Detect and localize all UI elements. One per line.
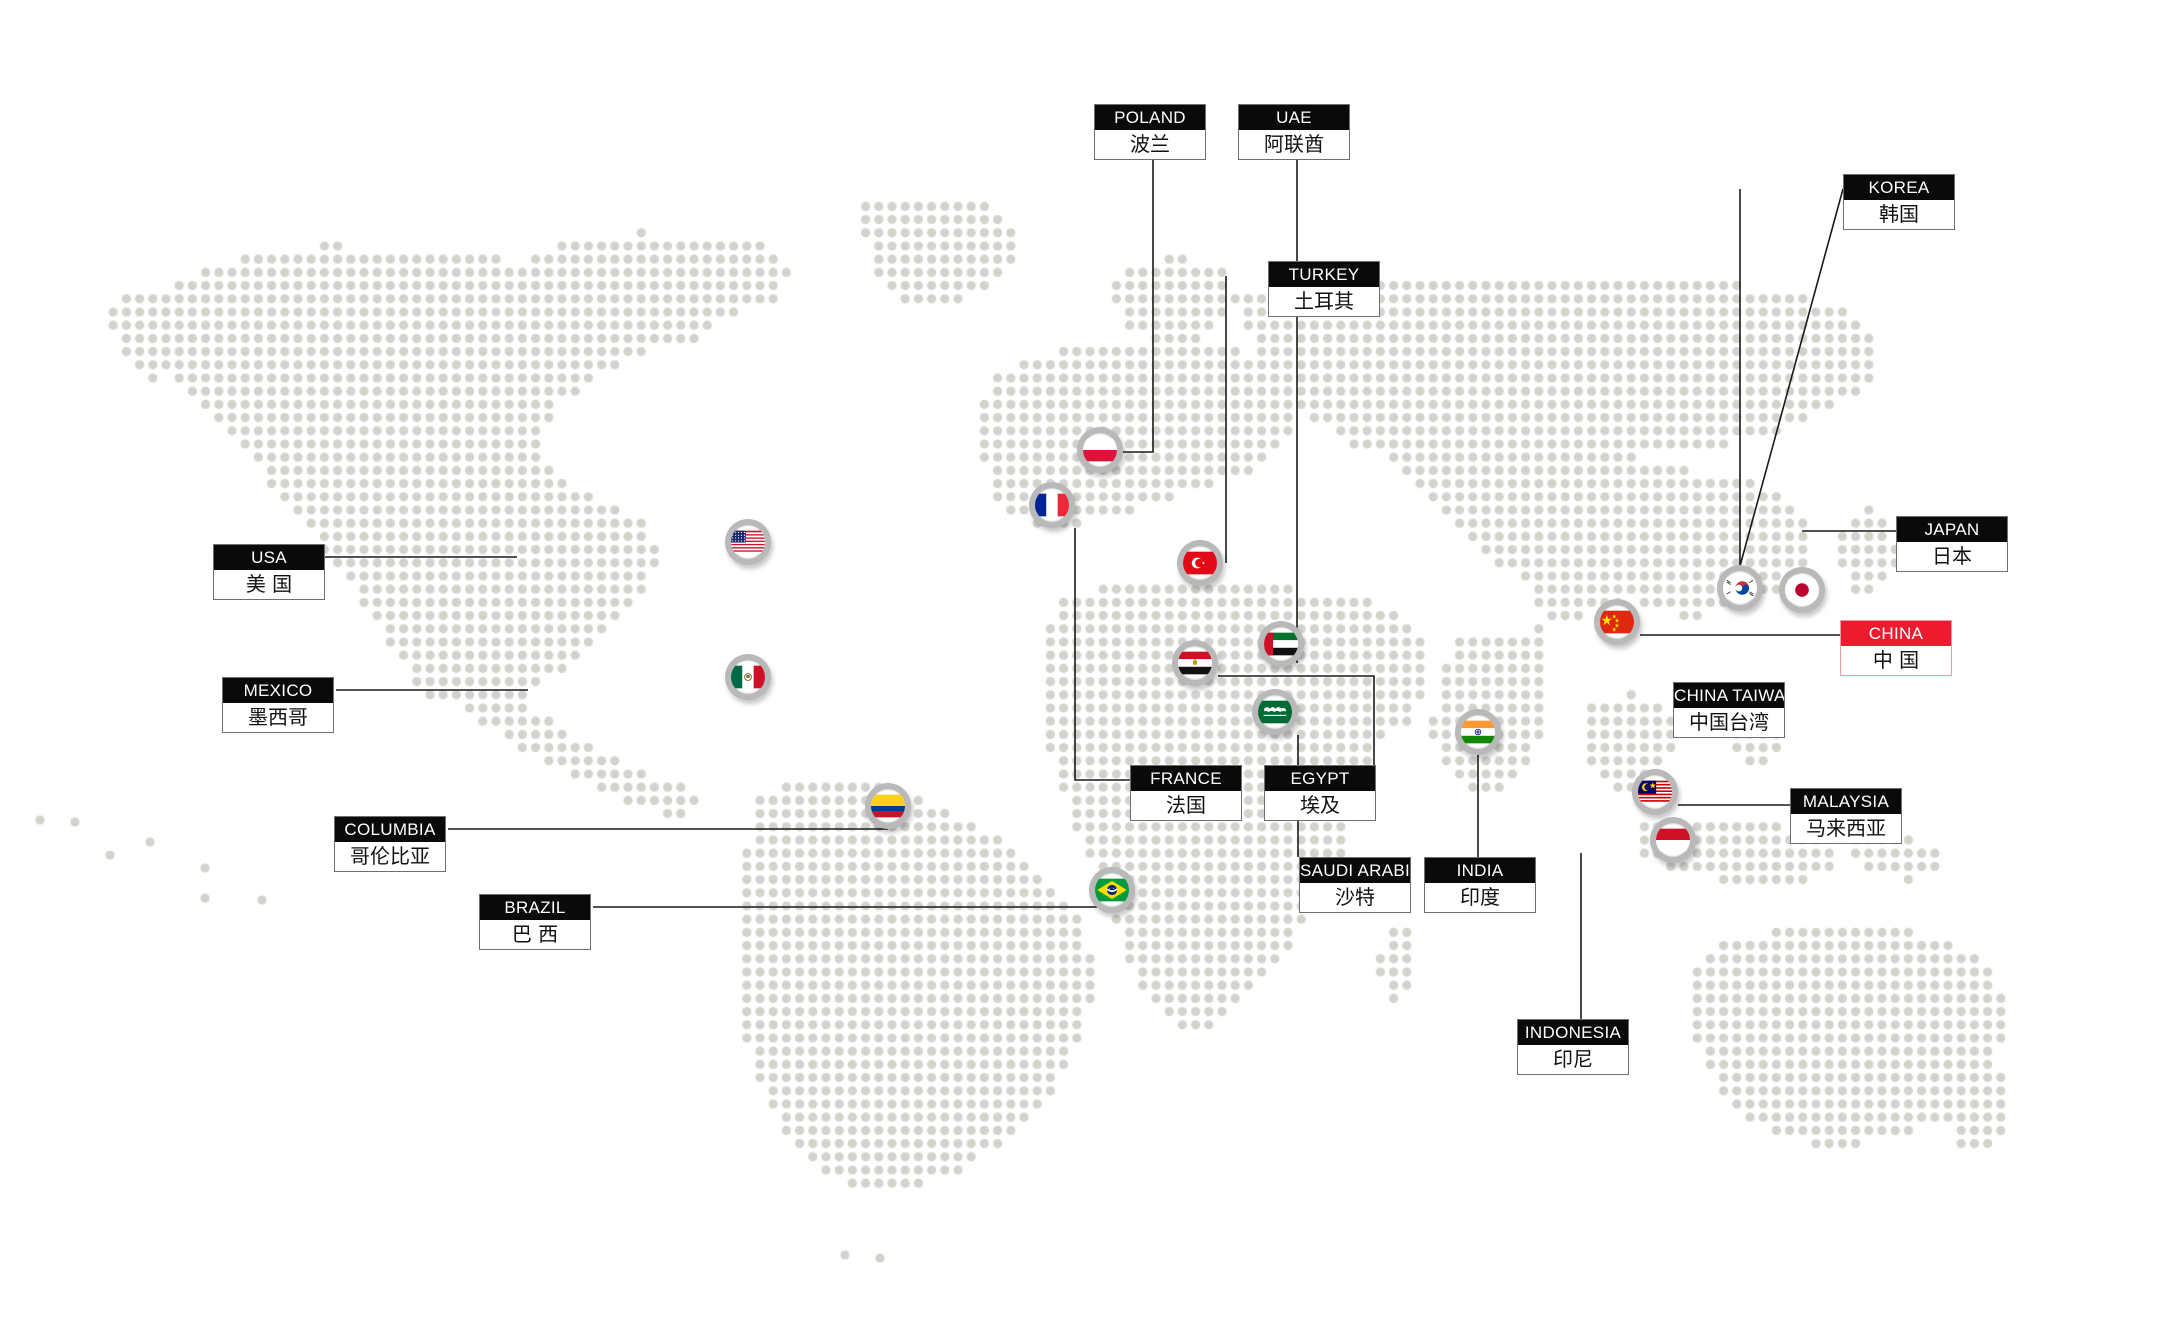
country-label-china[interactable]: CHINA 中 国 xyxy=(1840,620,1952,676)
country-label-mexico[interactable]: MEXICO 墨西哥 xyxy=(222,677,334,733)
country-name-zh-uae: 阿联酋 xyxy=(1239,130,1349,159)
country-name-zh-malaysia: 马来西亚 xyxy=(1791,814,1901,843)
map-pin-egypt[interactable] xyxy=(1172,640,1218,686)
flag-china-icon xyxy=(1600,605,1634,639)
country-label-china-taiwan[interactable]: CHINA TAIWAN中国台湾 xyxy=(1673,682,1785,738)
country-name-en-egypt: EGYPT xyxy=(1265,766,1375,791)
country-label-uae[interactable]: UAE 阿联酋 xyxy=(1238,104,1350,160)
flag-indonesia-icon xyxy=(1656,823,1690,857)
country-name-en-korea: KOREA xyxy=(1844,175,1954,200)
country-name-zh-poland: 波兰 xyxy=(1095,130,1205,159)
country-name-en-usa: USA xyxy=(214,545,324,570)
country-name-zh-korea: 韩国 xyxy=(1844,200,1954,229)
country-name-zh-mexico: 墨西哥 xyxy=(223,703,333,732)
country-name-en-malaysia: MALAYSIA xyxy=(1791,789,1901,814)
country-name-zh-japan: 日本 xyxy=(1897,542,2007,571)
country-label-france[interactable]: FRANCE 法国 xyxy=(1130,765,1242,821)
country-label-columbia[interactable]: COLUMBIA 哥伦比亚 xyxy=(334,816,446,872)
flag-korea-icon xyxy=(1723,571,1757,605)
map-pin-japan[interactable] xyxy=(1779,567,1825,613)
country-name-zh-china: 中 国 xyxy=(1841,646,1951,675)
map-pin-saudi-arabia[interactable] xyxy=(1252,689,1298,735)
map-pin-malaysia[interactable] xyxy=(1632,769,1678,815)
country-label-india[interactable]: INDIA 印度 xyxy=(1424,857,1536,913)
flag-usa-icon xyxy=(731,525,765,559)
country-label-saudi-arabia[interactable]: SAUDI ARABIA 沙特 xyxy=(1299,857,1411,913)
map-pin-usa[interactable] xyxy=(725,519,771,565)
map-pin-brazil[interactable] xyxy=(1089,867,1135,913)
flag-poland-icon xyxy=(1083,433,1117,467)
country-name-zh-china-taiwan: 中国台湾 xyxy=(1674,708,1784,737)
map-pin-uae[interactable] xyxy=(1258,621,1304,667)
flag-france-icon xyxy=(1035,488,1069,522)
flag-india-icon xyxy=(1461,715,1495,749)
country-name-zh-egypt: 埃及 xyxy=(1265,791,1375,820)
map-pin-turkey[interactable] xyxy=(1177,540,1223,586)
map-pin-poland[interactable] xyxy=(1077,427,1123,473)
country-label-indonesia[interactable]: INDONESIA 印尼 xyxy=(1517,1019,1629,1075)
flag-saudi-icon xyxy=(1258,695,1292,729)
country-name-zh-columbia: 哥伦比亚 xyxy=(335,842,445,871)
map-pin-mexico[interactable] xyxy=(725,654,771,700)
map-pin-india[interactable] xyxy=(1455,709,1501,755)
country-label-usa[interactable]: USA 美 国 xyxy=(213,544,325,600)
country-name-en-indonesia: INDONESIA xyxy=(1518,1020,1628,1045)
country-label-malaysia[interactable]: MALAYSIA 马来西亚 xyxy=(1790,788,1902,844)
flag-brazil-icon xyxy=(1095,873,1129,907)
country-name-zh-turkey: 土耳其 xyxy=(1269,287,1379,316)
map-pin-korea[interactable] xyxy=(1717,565,1763,611)
flag-turkey-icon xyxy=(1183,546,1217,580)
country-label-korea[interactable]: KOREA 韩国 xyxy=(1843,174,1955,230)
country-name-zh-india: 印度 xyxy=(1425,883,1535,912)
map-pin-france[interactable] xyxy=(1029,482,1075,528)
country-name-zh-saudi-arabia: 沙特 xyxy=(1300,883,1410,912)
country-label-japan[interactable]: JAPAN 日本 xyxy=(1896,516,2008,572)
flag-egypt-icon xyxy=(1178,646,1212,680)
country-name-en-china: CHINA xyxy=(1841,621,1951,646)
country-name-en-columbia: COLUMBIA xyxy=(335,817,445,842)
country-name-en-india: INDIA xyxy=(1425,858,1535,883)
country-name-en-japan: JAPAN xyxy=(1897,517,2007,542)
country-name-zh-france: 法国 xyxy=(1131,791,1241,820)
country-name-zh-brazil: 巴 西 xyxy=(480,920,590,949)
country-name-zh-indonesia: 印尼 xyxy=(1518,1045,1628,1074)
country-name-en-turkey: TURKEY xyxy=(1269,262,1379,287)
country-label-turkey[interactable]: TURKEY 土耳其 xyxy=(1268,261,1380,317)
flag-mexico-icon xyxy=(731,660,765,694)
country-name-en-brazil: BRAZIL xyxy=(480,895,590,920)
flag-malaysia-icon xyxy=(1638,775,1672,809)
country-label-brazil[interactable]: BRAZIL 巴 西 xyxy=(479,894,591,950)
country-name-en-poland: POLAND xyxy=(1095,105,1205,130)
map-pin-indonesia[interactable] xyxy=(1650,817,1696,863)
map-pin-china[interactable] xyxy=(1594,599,1640,645)
country-label-egypt[interactable]: EGYPT 埃及 xyxy=(1264,765,1376,821)
country-name-zh-usa: 美 国 xyxy=(214,570,324,599)
flag-colombia-icon xyxy=(871,789,905,823)
country-name-en-france: FRANCE xyxy=(1131,766,1241,791)
country-name-en-saudi-arabia: SAUDI ARABIA xyxy=(1300,858,1410,883)
country-label-poland[interactable]: POLAND 波兰 xyxy=(1094,104,1206,160)
flag-japan-icon xyxy=(1785,573,1819,607)
flag-uae-icon xyxy=(1264,627,1298,661)
country-name-en-mexico: MEXICO xyxy=(223,678,333,703)
country-name-en-china-taiwan: CHINA TAIWAN xyxy=(1674,683,1784,708)
map-pin-columbia[interactable] xyxy=(865,783,911,829)
country-name-en-uae: UAE xyxy=(1239,105,1349,130)
